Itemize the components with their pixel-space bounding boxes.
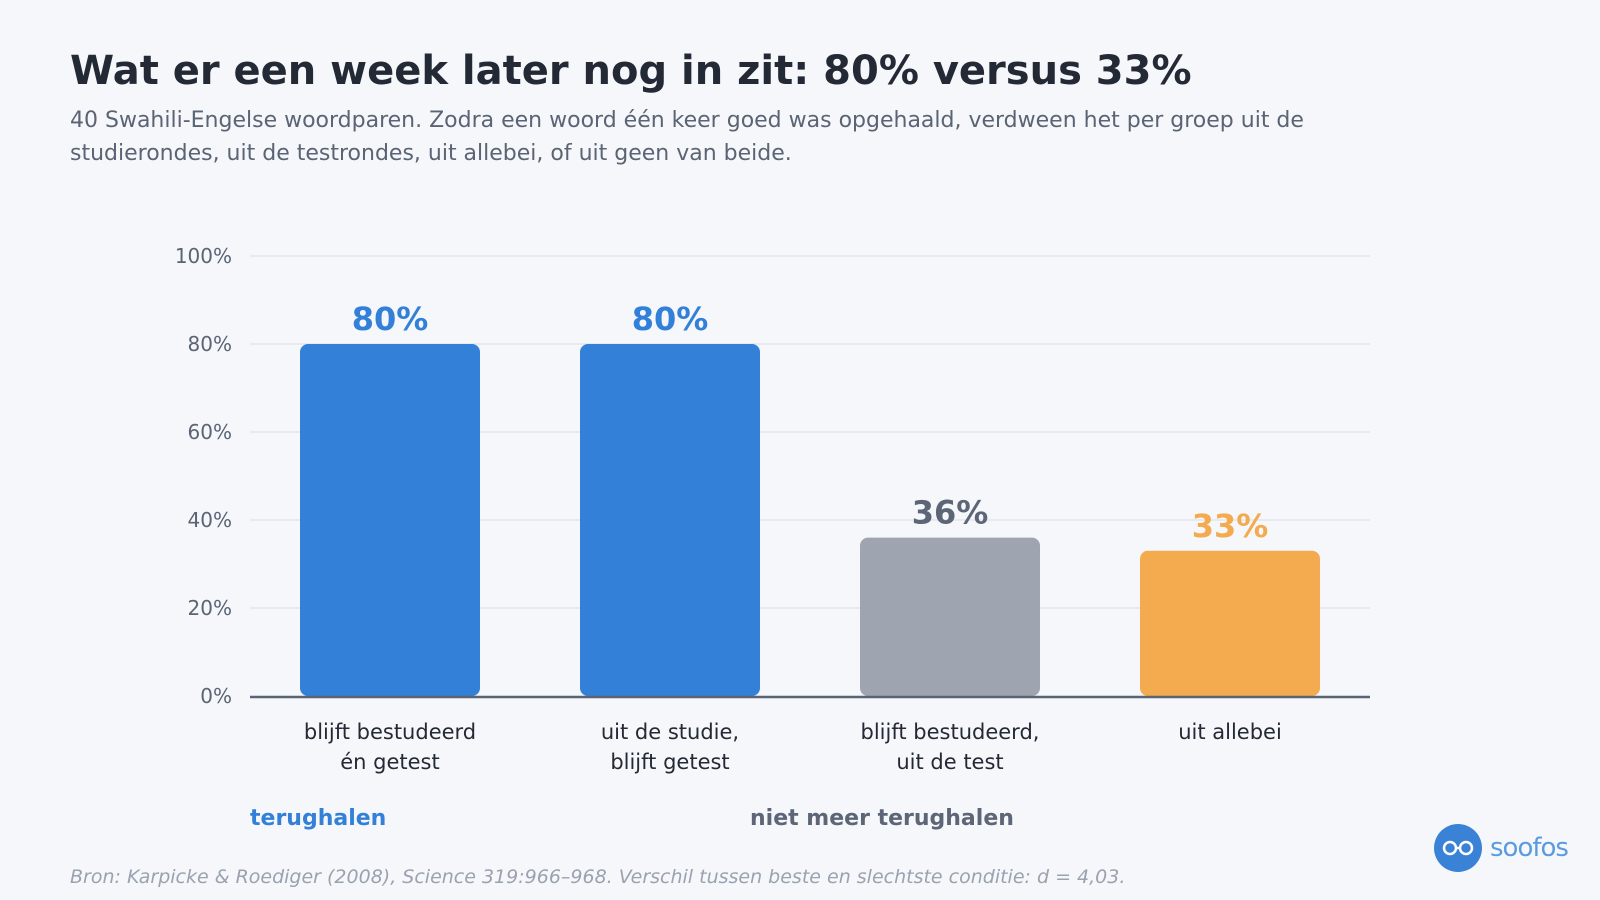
y-tick-label: 20% [188, 596, 232, 620]
data-label: 33% [1192, 507, 1269, 545]
y-tick-label: 60% [188, 420, 232, 444]
bar [300, 344, 480, 696]
x-tick-label: uit de test [896, 750, 1003, 774]
x-tick-label: uit allebei [1178, 720, 1282, 744]
x-tick-label: én getest [340, 750, 439, 774]
y-tick-label: 0% [200, 684, 232, 708]
data-label: 36% [912, 494, 989, 532]
bar [860, 537, 1040, 696]
x-tick-label: uit de studie, [601, 720, 739, 744]
data-label: 80% [632, 300, 709, 338]
x-tick-label: blijft bestudeerd, [861, 720, 1040, 744]
y-tick-label: 80% [188, 332, 232, 356]
group-label-retrieval: terughalen [250, 806, 387, 831]
chart-title: Wat er een week later nog in zit: 80% ve… [70, 48, 1192, 94]
bar [580, 344, 760, 696]
source-note: Bron: Karpicke & Roediger (2008), Scienc… [70, 866, 1126, 888]
data-label: 80% [352, 300, 429, 338]
x-tick-label: blijft getest [610, 750, 729, 774]
y-tick-label: 40% [188, 508, 232, 532]
bar [1140, 550, 1320, 696]
y-tick-label: 100% [175, 244, 232, 268]
brand: soofos [1434, 824, 1569, 872]
group-label-no-retrieval: niet meer terughalen [750, 806, 1014, 831]
bar-chart: 0% 20% 40% 60% 80% 100% 80% blijft bestudeerd én… [175, 244, 1370, 774]
brand-name: soofos [1490, 833, 1569, 863]
x-tick-label: blijft bestudeerd [304, 720, 476, 744]
glasses-icon [1434, 824, 1482, 872]
chart-subtitle: 40 Swahili-Engelse woordparen. Zodra een… [70, 108, 1304, 166]
